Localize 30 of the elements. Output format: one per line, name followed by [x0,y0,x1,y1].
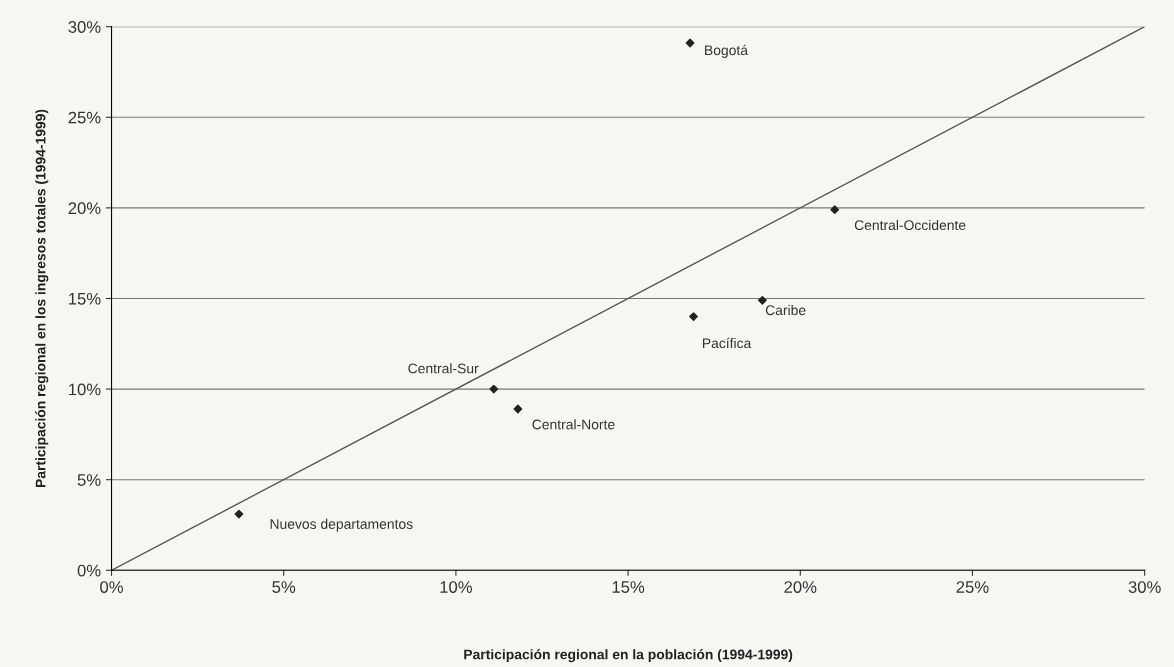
point [489,384,499,394]
point [758,295,767,305]
point [685,38,695,48]
y-tick-label: 10% [69,383,101,396]
point [689,312,698,321]
y-tick-label: 20% [68,202,101,215]
x-tick-label: 0% [100,581,123,593]
annotation: Bogotá [705,44,748,58]
annotation: Nuevos departamentos [270,518,413,532]
annotation: Central-Norte [532,419,615,430]
point [830,205,840,215]
y-tick-label: 25% [68,111,101,124]
x-tick-label: 20% [784,581,817,593]
annotation: Central-Occidente [854,219,966,231]
annotation: Caribe [765,304,806,316]
x-tick-label: 10% [440,581,472,593]
x-tick-label: 5% [272,581,296,593]
annotation: Central-Sur [408,363,479,374]
y-tick-label: 5% [77,474,101,486]
x-tick-label: 15% [612,581,645,593]
y-tick-label: 15% [69,292,101,305]
x-tick-label: 25% [956,581,989,593]
y-tick-label: 0% [77,564,101,577]
x-tick-label: 30% [1128,581,1161,593]
annotation: Pacífica [702,337,752,349]
x-axis-title: Participación regional en la población (1994-1999) [464,649,793,663]
y-tick-label: 30% [68,21,101,33]
y-axis-title: Participación regional en los ingresos totales (1994-1999) [35,109,49,488]
point [513,404,523,414]
point [234,509,244,519]
